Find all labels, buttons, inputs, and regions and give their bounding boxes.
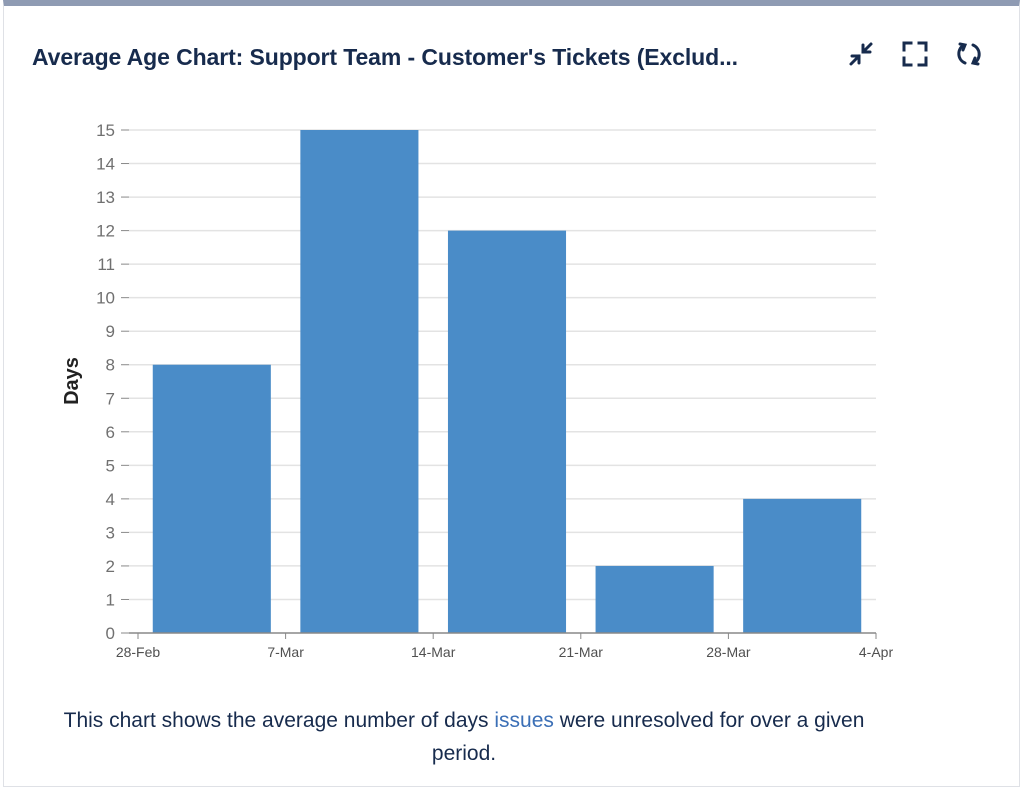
y-tick-label: 11 <box>97 255 115 274</box>
y-tick-label: 5 <box>106 456 115 475</box>
bar-14-Mar <box>447 230 567 633</box>
fullscreen-icon[interactable] <box>899 38 931 70</box>
bar-7-Mar <box>300 130 419 633</box>
bar-21-Mar <box>595 565 714 633</box>
y-tick-label: 8 <box>106 356 115 375</box>
y-tick-label: 7 <box>106 389 115 408</box>
y-tick-label: 15 <box>96 121 115 140</box>
chart-caption: This chart shows the average number of d… <box>44 704 884 770</box>
minimize-icon[interactable] <box>845 38 877 70</box>
issues-link[interactable]: issues <box>494 709 554 732</box>
caption-text-before: This chart shows the average number of d… <box>63 709 495 732</box>
y-axis-label: Days <box>61 357 83 405</box>
x-tick-label: 28-Feb <box>116 644 161 660</box>
y-tick-label: 3 <box>106 523 115 542</box>
gadget-title: Average Age Chart: Support Team - Custom… <box>32 44 738 70</box>
y-tick-label: 2 <box>106 557 115 576</box>
gadget-toolbar <box>845 38 985 70</box>
y-tick-label: 9 <box>106 322 115 341</box>
refresh-icon[interactable] <box>953 38 985 70</box>
chart-gadget: Average Age Chart: Support Team - Custom… <box>3 0 1020 787</box>
y-tick-label: 14 <box>96 155 115 174</box>
x-tick-label: 7-Mar <box>267 644 304 660</box>
y-tick-label: 6 <box>106 423 115 442</box>
y-tick-label: 0 <box>106 624 115 643</box>
y-tick-label: 10 <box>96 289 115 308</box>
bar-28-Feb <box>152 364 271 633</box>
x-tick-label: 14-Mar <box>411 644 456 660</box>
x-tick-label: 28-Mar <box>706 644 751 660</box>
y-tick-label: 1 <box>106 590 115 609</box>
y-tick-label: 12 <box>96 222 115 241</box>
x-tick-label: 21-Mar <box>559 644 604 660</box>
y-tick-label: 4 <box>106 490 115 509</box>
caption-text-after: were unresolved for over a given period. <box>431 709 865 765</box>
bar-28-Mar <box>743 498 862 633</box>
y-tick-label: 13 <box>96 188 115 207</box>
x-tick-label: 4-Apr <box>859 644 894 660</box>
